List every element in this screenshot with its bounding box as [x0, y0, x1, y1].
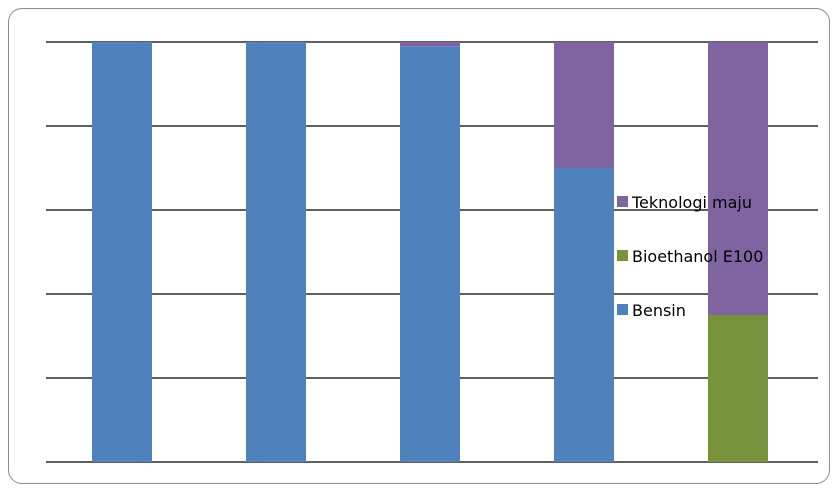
legend-swatch-teknologi-maju — [617, 196, 628, 207]
bar-1-bensin — [92, 42, 152, 462]
bar-3-bensin — [400, 46, 460, 462]
bar-4-bensin — [554, 168, 614, 462]
bar-5-bioethanol-e100 — [708, 315, 768, 462]
legend-label-teknologi-maju: Teknologi maju — [631, 193, 752, 212]
legend-label-bioethanol-e100: Bioethanol E100 — [632, 247, 763, 266]
legend-label-bensin: Bensin — [632, 301, 686, 320]
bar-5-teknologi-maju — [708, 42, 768, 315]
bar-2-bensin — [246, 42, 306, 462]
bar-3-teknologi-maju — [400, 42, 460, 46]
legend-swatch-bioethanol-e100 — [617, 250, 628, 261]
bar-4-teknologi-maju — [554, 42, 614, 168]
legend-swatch-bensin — [617, 304, 628, 315]
